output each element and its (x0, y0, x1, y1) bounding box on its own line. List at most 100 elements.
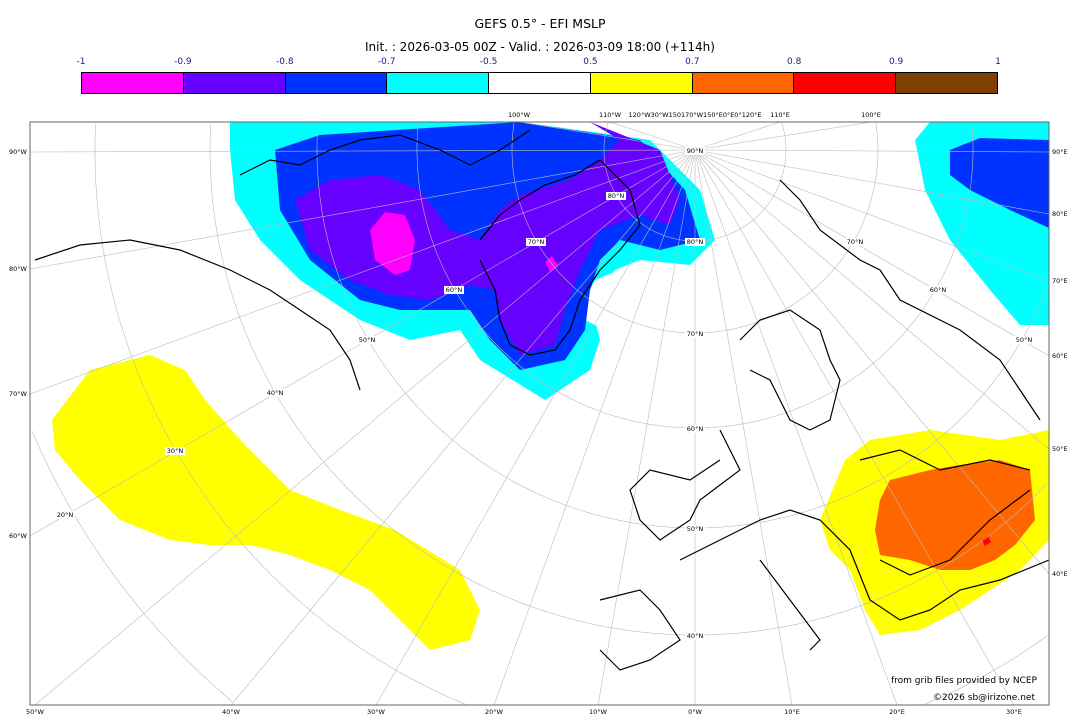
colorbar-tick-label: 0.7 (685, 57, 700, 67)
left-axis-label: 80°W (9, 265, 28, 273)
bottom-axis-label: 0°W (688, 708, 702, 716)
meridian-line (694, 149, 898, 705)
label-background (685, 425, 705, 433)
colorbar-bin (590, 73, 693, 93)
colorbar-tick-label: 0.8 (787, 57, 802, 67)
meridian-line (694, 149, 1049, 575)
coastline (879, 489, 1031, 576)
meridian-line (694, 122, 781, 151)
colorbar (81, 72, 998, 94)
latitude-label: 40°N (687, 632, 704, 640)
latitude-label: 20°N (57, 511, 74, 519)
coastline (779, 179, 1041, 421)
latitude-label: 30°N (167, 447, 184, 455)
latitude-label: 80°N (687, 238, 704, 246)
latitude-circle (316, 123, 1049, 529)
colorbar-tick-label: -0.7 (377, 57, 396, 67)
latitude-label: 40°N (267, 389, 284, 397)
latitude-label: 60°N (687, 425, 704, 433)
label-background (606, 192, 626, 200)
latitude-circle (31, 431, 233, 702)
meridian-line (34, 149, 696, 705)
label-background (685, 632, 705, 640)
colorbar-bin (692, 73, 795, 93)
coastline (599, 589, 681, 671)
right-axis-label: 50°E (1052, 445, 1068, 453)
colorbar-bin (896, 73, 998, 93)
map-title: GEFS 0.5° - EFI MSLP (474, 16, 606, 31)
credit-copyright: ©2026 sb@irizone.net (933, 693, 1035, 703)
colorbar-bin (387, 73, 490, 93)
coastline (859, 449, 1031, 471)
colorbar-bin (82, 73, 184, 93)
coastline (679, 509, 1049, 621)
bottom-axis-label: 40°W (222, 708, 241, 716)
bottom-axis-label: 20°W (485, 708, 504, 716)
meridian-line (694, 149, 1049, 357)
coastline (739, 309, 841, 431)
latitude-label: 90°N (687, 147, 704, 155)
label-background (357, 336, 377, 344)
coastline (34, 239, 361, 391)
right-axis-label: 90°E (1052, 148, 1068, 156)
colorbar-bin (794, 73, 897, 93)
latitude-label: 70°N (528, 238, 545, 246)
bottom-axis-label: 10°E (784, 708, 800, 716)
left-axis-label: 70°W (9, 390, 28, 398)
coastline (239, 129, 531, 176)
meridian-line (694, 149, 1049, 215)
left-axis-label: 90°W (9, 148, 28, 156)
label-background (685, 525, 705, 533)
colorbar-tick-label: -1 (76, 57, 86, 67)
latitude-label: 80°N (608, 192, 625, 200)
right-axis-label: 80°E (1052, 210, 1068, 218)
colorbar-bin (285, 73, 388, 93)
meridian-line (694, 149, 1049, 153)
top-axis-label: 100°W (508, 111, 531, 119)
efi-region (982, 536, 991, 546)
top-axis-label: 110°E (770, 111, 790, 119)
top-axis-label: 110°W (599, 111, 622, 119)
efi-region (585, 270, 630, 330)
latitude-circle (209, 124, 1048, 636)
label-background (685, 147, 705, 155)
bottom-axis-label: 20°E (889, 708, 905, 716)
label-background (845, 238, 865, 246)
meridian-line (694, 149, 1015, 705)
latitude-circle (603, 122, 787, 242)
label-background (444, 286, 464, 294)
latitude-circle (875, 122, 879, 150)
right-axis-label: 40°E (1052, 570, 1068, 578)
meridian-line (694, 149, 1049, 450)
coastline (759, 559, 821, 651)
latitude-label: 60°N (446, 286, 463, 294)
latitude-label: 50°N (1016, 336, 1033, 344)
latitude-circle (924, 635, 1048, 705)
label-background (685, 330, 705, 338)
latitude-circle (971, 123, 974, 150)
latitude-label: 70°N (847, 238, 864, 246)
meridian-line (375, 149, 696, 705)
colorbar-tick-label: 0.5 (583, 57, 598, 67)
label-background (165, 447, 185, 455)
label-background (1014, 336, 1034, 344)
meridian-line (518, 122, 696, 151)
meridian-line (694, 149, 793, 705)
latitude-circle (781, 122, 787, 150)
bottom-axis-label: 50°W (26, 708, 45, 716)
top-axis-label: 100°E (861, 111, 881, 119)
latitude-label: 60°N (930, 286, 947, 294)
efi-region (370, 212, 415, 275)
bottom-axis-label: 30°E (1006, 708, 1022, 716)
meridian-line (493, 149, 696, 705)
meridian-line (609, 122, 696, 151)
credit-source: from grib files provided by NCEP (891, 676, 1037, 686)
colorbar-tick-label: -0.9 (174, 57, 192, 67)
meridian-line (694, 122, 872, 151)
meridian-line (694, 149, 1049, 282)
map-frame (29, 121, 1050, 706)
efi-region (295, 122, 680, 355)
label-background (928, 286, 948, 294)
